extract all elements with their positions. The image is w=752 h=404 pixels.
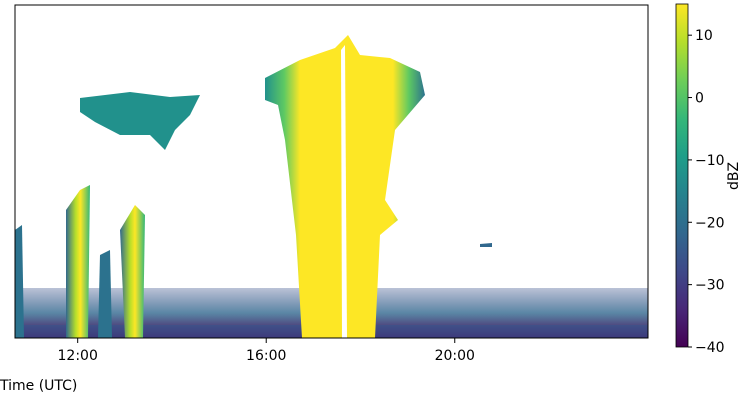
colorbar-tick-label: 10	[695, 28, 713, 44]
colorbar-tick-label: 0	[695, 91, 704, 107]
plot-frame	[14, 4, 649, 339]
column-gap	[341, 45, 347, 338]
x-tick-label: 12:00	[58, 348, 98, 364]
colorbar-tick-label: −10	[695, 153, 725, 169]
echo-strand	[66, 185, 90, 338]
echo-strand	[120, 205, 145, 338]
x-tick-label: 16:00	[246, 348, 286, 364]
upper-cloud	[80, 92, 200, 150]
radar-echoes	[15, 35, 648, 338]
colorbar-tick-label: −30	[695, 278, 725, 294]
echo-strand	[98, 250, 112, 338]
echo-fleck	[480, 243, 492, 247]
x-tick-label: 20:00	[435, 348, 475, 364]
echo-strand	[15, 225, 24, 338]
x-axis-label: Time (UTC)	[0, 378, 77, 394]
colorbar-label: dBZ	[726, 162, 742, 190]
colorbar-tick-label: −20	[695, 215, 725, 231]
colorbar	[675, 3, 689, 348]
colorbar-tick-label: −40	[695, 340, 725, 356]
